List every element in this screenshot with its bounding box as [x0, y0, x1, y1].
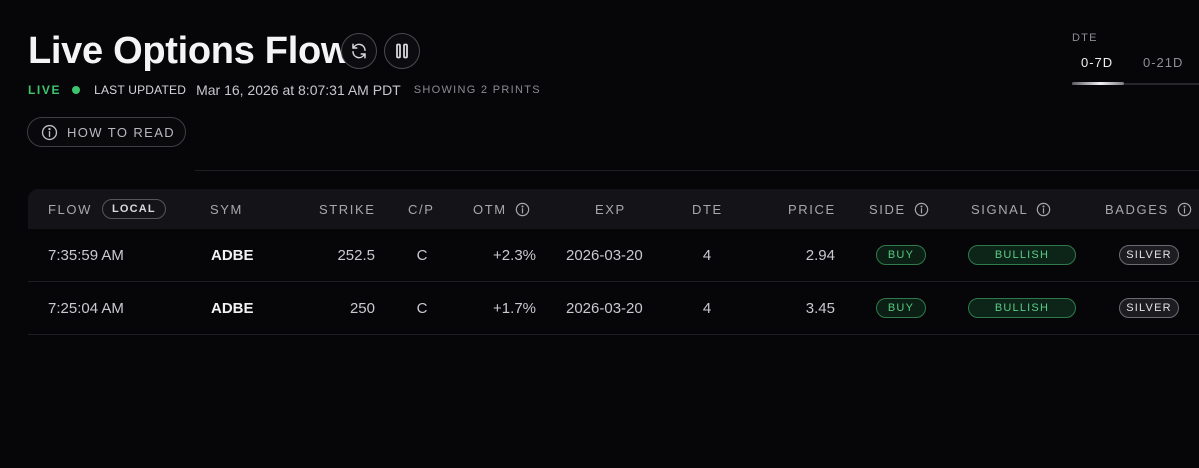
expiration: 2026-03-20: [566, 299, 643, 317]
flow-time: 7:25:04 AM: [48, 299, 124, 317]
call-put: C: [416, 299, 428, 317]
signal-cell: BULLISH: [968, 229, 1076, 281]
column-badges-label: BADGES: [1105, 201, 1169, 217]
column-sym[interactable]: SYM: [210, 189, 243, 229]
strike: 252.5: [337, 246, 375, 264]
column-signal-label: SIGNAL: [971, 201, 1029, 217]
dte-tab-track: [1072, 83, 1199, 85]
refresh-icon: [352, 43, 366, 59]
side-cell: BUY: [876, 229, 926, 281]
column-price-label: PRICE: [788, 201, 836, 217]
tier-badge: SILVER: [1119, 245, 1179, 265]
side-info-icon[interactable]: [914, 202, 929, 217]
badges-info-icon[interactable]: [1177, 202, 1192, 217]
column-flow-label: FLOW: [48, 201, 92, 217]
column-strike-label: STRIKE: [319, 201, 376, 217]
page-title: Live Options Flow: [28, 30, 351, 72]
column-signal[interactable]: SIGNAL: [971, 189, 1051, 229]
column-dte[interactable]: DTE: [692, 189, 723, 229]
last-updated-value: Mar 16, 2026 at 8:07:31 AM PDT: [196, 82, 401, 98]
otm-percent: +2.3%: [493, 246, 536, 264]
column-badges[interactable]: BADGES: [1105, 189, 1192, 229]
symbol[interactable]: ADBE: [211, 299, 254, 317]
otm-percent: +1.7%: [493, 299, 536, 317]
refresh-button[interactable]: [341, 33, 377, 69]
strike: 250: [349, 299, 375, 317]
dte-tab-0-21d[interactable]: 0-21D: [1143, 55, 1184, 70]
status-row: LIVE LAST UPDATED Mar 16, 2026 at 8:07:3…: [28, 82, 541, 98]
live-dot-icon: [72, 86, 81, 94]
dte-active-indicator: [1072, 82, 1124, 85]
tier-badge: SILVER: [1119, 298, 1179, 318]
dte-value: 4: [702, 299, 712, 317]
column-cp-label: C/P: [408, 201, 435, 217]
prints-count: SHOWING 2 PRINTS: [413, 84, 541, 96]
column-cp[interactable]: C/P: [408, 189, 434, 229]
otm-info-icon[interactable]: [515, 202, 530, 217]
dte-filter-label: DTE: [1072, 32, 1098, 44]
column-exp-label: EXP: [595, 201, 626, 217]
signal-info-icon[interactable]: [1036, 202, 1051, 217]
price: 3.45: [805, 299, 835, 317]
dte-tab-0-7d[interactable]: 0-7D: [1081, 55, 1114, 70]
column-side-label: SIDE: [869, 201, 906, 217]
how-to-read-label: HOW TO READ: [67, 124, 176, 140]
column-dte-label: DTE: [692, 201, 723, 217]
signal-badge: BULLISH: [968, 245, 1076, 265]
column-exp[interactable]: EXP: [595, 189, 626, 229]
side-badge: BUY: [876, 298, 926, 318]
column-strike[interactable]: STRIKE: [319, 189, 376, 229]
live-label: LIVE: [28, 83, 62, 97]
local-time-toggle[interactable]: LOCAL: [101, 199, 166, 219]
symbol[interactable]: ADBE: [211, 246, 254, 264]
column-side[interactable]: SIDE: [869, 189, 929, 229]
how-to-read-button[interactable]: HOW TO READ: [27, 117, 186, 147]
side-badge: BUY: [876, 245, 926, 265]
badges-cell: SILVER: [1119, 282, 1179, 334]
badges-cell: SILVER: [1119, 229, 1179, 281]
dte-value: 4: [702, 246, 712, 264]
side-cell: BUY: [876, 282, 926, 334]
signal-cell: BULLISH: [968, 282, 1076, 334]
table-row[interactable]: 7:25:04 AM ADBE 250 C +1.7% 2026-03-20 4…: [28, 282, 1199, 335]
flow-time: 7:35:59 AM: [48, 246, 124, 264]
last-updated-label: LAST UPDATED: [94, 83, 187, 97]
table-row[interactable]: 7:35:59 AM ADBE 252.5 C +2.3% 2026-03-20…: [28, 229, 1199, 282]
column-price[interactable]: PRICE: [788, 189, 836, 229]
price: 2.94: [805, 246, 835, 264]
pause-icon: [396, 43, 408, 59]
column-otm-label: OTM: [473, 201, 507, 217]
divider: [195, 170, 1199, 171]
column-sym-label: SYM: [210, 201, 243, 217]
pause-button[interactable]: [384, 33, 420, 69]
column-flow[interactable]: FLOW LOCAL: [48, 189, 166, 229]
expiration: 2026-03-20: [566, 246, 643, 264]
column-otm[interactable]: OTM: [473, 189, 530, 229]
info-icon: [41, 124, 58, 140]
call-put: C: [416, 246, 428, 264]
table-header: FLOW LOCAL SYM STRIKE C/P OTM EXP DTE P: [28, 189, 1199, 229]
signal-badge: BULLISH: [968, 298, 1076, 318]
